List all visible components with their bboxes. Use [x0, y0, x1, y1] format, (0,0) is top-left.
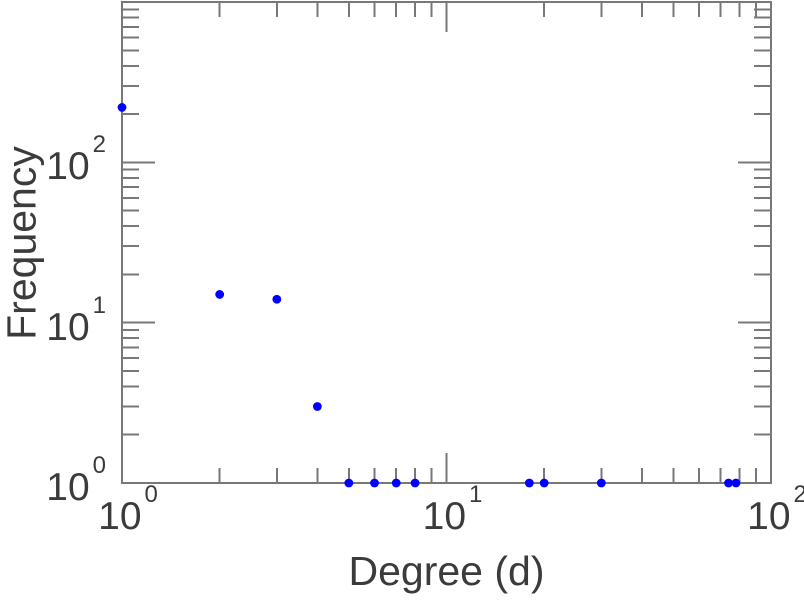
- x-axis-tick-label: 100: [98, 481, 158, 538]
- data-point: [391, 478, 401, 488]
- x-axis-tick-label: 101: [422, 481, 483, 538]
- x-axis-label: Degree (d): [348, 548, 545, 594]
- y-axis-tick-label: 101: [46, 291, 106, 349]
- data-point: [312, 402, 322, 411]
- data-point: [344, 478, 354, 488]
- data-point: [724, 478, 733, 488]
- data-point: [215, 290, 225, 299]
- y-axis-tick-label: 102: [46, 131, 106, 189]
- data-point: [524, 478, 534, 488]
- y-axis-tick-label: 100: [46, 452, 106, 509]
- data-point: [410, 478, 420, 488]
- data-point: [117, 103, 127, 112]
- data-point: [370, 478, 379, 488]
- data-point: [539, 478, 549, 488]
- data-point: [731, 478, 741, 488]
- data-point: [596, 478, 606, 488]
- data-point: [272, 294, 282, 304]
- y-axis-label: Frequency: [0, 146, 44, 340]
- plot-border: [121, 1, 772, 484]
- x-axis-tick-label: 102: [747, 481, 804, 538]
